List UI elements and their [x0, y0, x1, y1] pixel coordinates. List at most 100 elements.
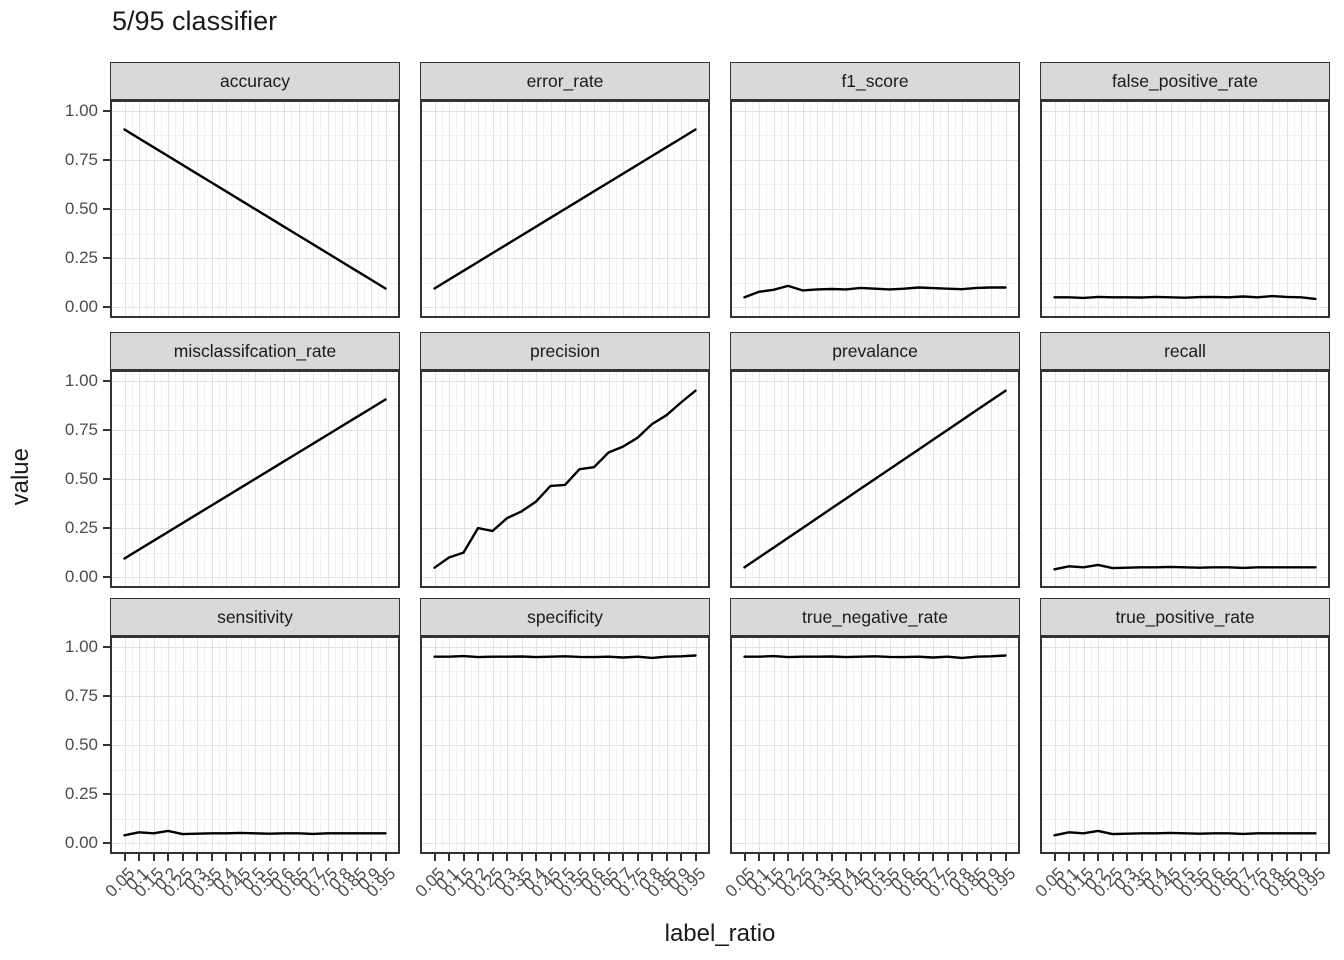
facet-strip-label: prevalance — [832, 340, 918, 361]
data-line-misclassifcation_rate — [123, 398, 387, 560]
facet-strip-true_negative_rate: true_negative_rate — [730, 598, 1020, 636]
x-tick — [283, 854, 285, 861]
x-tick — [1242, 854, 1244, 861]
x-tick — [448, 854, 450, 861]
facet-strip-label: sensitivity — [217, 606, 293, 627]
x-tick — [370, 854, 372, 861]
x-tick — [947, 854, 949, 861]
x-tick — [666, 854, 668, 861]
facet-panel-misclassifcation_rate — [110, 370, 400, 588]
y-tick — [103, 695, 110, 697]
x-tick — [550, 854, 552, 861]
y-axis-title-text: value — [7, 448, 34, 506]
y-tick — [103, 478, 110, 480]
chart-title: 5/95 classifier — [112, 6, 278, 36]
facet-strip-label: false_positive_rate — [1112, 70, 1258, 91]
x-tick — [298, 854, 300, 861]
x-tick — [1141, 854, 1143, 861]
y-tick — [103, 429, 110, 431]
x-tick — [477, 854, 479, 861]
x-tick — [463, 854, 465, 861]
data-line-false_positive_rate — [1053, 294, 1317, 301]
x-tick — [535, 854, 537, 861]
x-tick — [831, 854, 833, 861]
y-tick-label: 0.50 — [64, 469, 98, 488]
x-tick — [1155, 854, 1157, 861]
data-line-recall — [1053, 563, 1317, 571]
x-tick — [153, 854, 155, 861]
facet-strip-misclassifcation_rate: misclassifcation_rate — [110, 332, 400, 370]
y-tick — [103, 208, 110, 210]
y-tick-label: 0.75 — [64, 686, 98, 705]
x-tick — [961, 854, 963, 861]
facet-panel-true_negative_rate — [730, 636, 1020, 854]
x-tick — [608, 854, 610, 861]
y-tick-label: 0.25 — [64, 248, 98, 267]
x-tick — [579, 854, 581, 861]
facet-strip-label: specificity — [527, 606, 603, 627]
x-axis-title: label_ratio — [664, 920, 776, 947]
x-tick — [506, 854, 508, 861]
facet-panel-prevalance — [730, 370, 1020, 588]
facet-strip-false_positive_rate: false_positive_rate — [1040, 62, 1330, 100]
data-line-specificity — [433, 654, 697, 660]
facet-strip-precision: precision — [420, 332, 710, 370]
y-tick — [103, 257, 110, 259]
data-line-precision — [433, 389, 697, 569]
x-tick — [1083, 854, 1085, 861]
data-line-accuracy — [123, 128, 387, 290]
x-tick — [196, 854, 198, 861]
x-tick — [1228, 854, 1230, 861]
x-tick — [1257, 854, 1259, 861]
x-tick — [254, 854, 256, 861]
facet-strip-label: precision — [529, 340, 601, 361]
y-tick-label: 0.75 — [64, 150, 98, 169]
x-tick — [521, 854, 523, 861]
x-tick — [637, 854, 639, 861]
facet-strip-prevalance: prevalance — [730, 332, 1020, 370]
y-tick — [103, 110, 110, 112]
x-tick — [211, 854, 213, 861]
x-tick — [889, 854, 891, 861]
x-tick — [874, 854, 876, 861]
y-tick — [103, 159, 110, 161]
x-tick — [976, 854, 978, 861]
facet-strip-label: accuracy — [219, 70, 291, 91]
facet-panel-sensitivity — [110, 636, 400, 854]
facet-panel-specificity — [420, 636, 710, 854]
y-tick-label: 0.00 — [64, 833, 98, 852]
x-tick — [167, 854, 169, 861]
x-tick — [1126, 854, 1128, 861]
facet-strip-label: error_rate — [526, 70, 604, 91]
facet-panel-error_rate — [420, 100, 710, 318]
x-tick — [1068, 854, 1070, 861]
data-line-true_positive_rate — [1053, 829, 1317, 837]
x-tick — [1054, 854, 1056, 861]
y-tick-label: 0.50 — [64, 199, 98, 218]
x-tick — [1213, 854, 1215, 861]
x-tick — [356, 854, 358, 861]
facet-strip-true_positive_rate: true_positive_rate — [1040, 598, 1330, 636]
facet-strip-accuracy: accuracy — [110, 62, 400, 100]
x-tick — [695, 854, 697, 861]
x-tick — [622, 854, 624, 861]
data-line-f1_score — [743, 284, 1007, 299]
facet-strip-specificity: specificity — [420, 598, 710, 636]
facet-panel-true_positive_rate — [1040, 636, 1330, 854]
x-tick — [1271, 854, 1273, 861]
facet-panel-recall — [1040, 370, 1330, 588]
x-tick — [744, 854, 746, 861]
x-tick — [1170, 854, 1172, 861]
x-tick — [1300, 854, 1302, 861]
y-tick — [103, 576, 110, 578]
data-line-error_rate — [433, 128, 697, 290]
y-tick-label: 0.00 — [64, 297, 98, 316]
x-tick — [269, 854, 271, 861]
x-tick — [240, 854, 242, 861]
x-tick — [341, 854, 343, 861]
y-tick — [103, 793, 110, 795]
x-tick — [492, 854, 494, 861]
y-tick — [103, 744, 110, 746]
y-tick-label: 1.00 — [64, 371, 98, 390]
